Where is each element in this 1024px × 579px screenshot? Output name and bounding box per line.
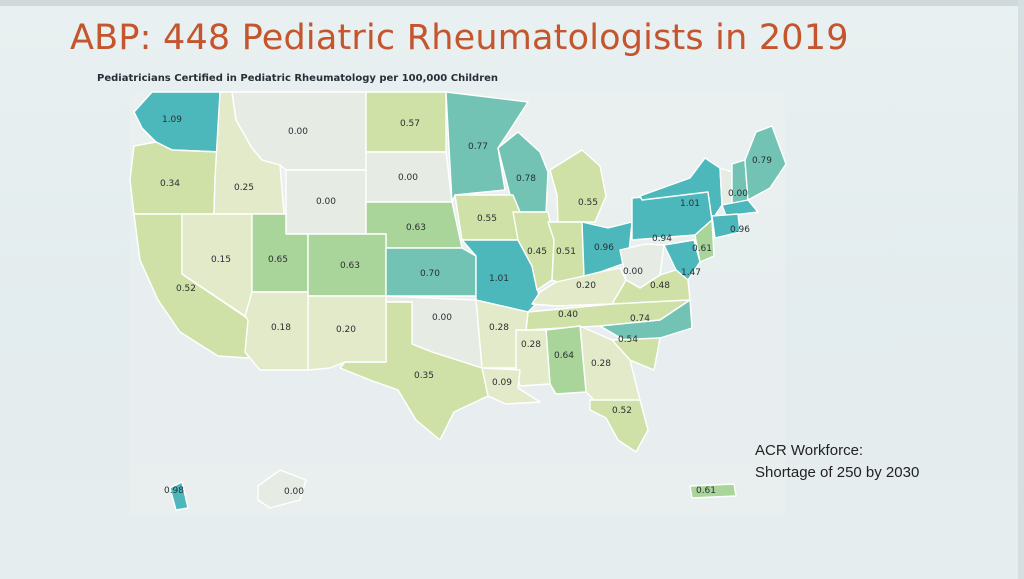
workforce-note-line1: ACR Workforce:: [755, 442, 864, 459]
state-il: [512, 211, 555, 291]
state-nj: [694, 219, 715, 263]
state-value-co: 0.63: [340, 261, 360, 271]
state-value-me: 0.79: [752, 156, 772, 166]
state-ak: [257, 469, 307, 509]
slide-title: ABP: 448 Pediatric Rheumatologists in 20…: [70, 18, 849, 58]
state-value-ca: 0.52: [176, 284, 196, 294]
state-fl: [589, 399, 649, 453]
state-value-pr: 0.61: [696, 486, 716, 496]
state-pr: [689, 483, 737, 499]
state-value-mt: 0.00: [288, 127, 308, 137]
state-value-ma: 0.96: [730, 225, 750, 235]
state-value-sd: 0.00: [398, 173, 418, 183]
slide-top-edge: [0, 0, 1024, 6]
state-value-ky: 0.20: [576, 281, 596, 291]
state-value-ar: 0.28: [489, 323, 509, 333]
state-value-mo: 1.01: [489, 274, 509, 284]
state-value-md: 1.47: [681, 268, 701, 278]
state-vt: [719, 167, 733, 206]
state-mn: [445, 91, 529, 203]
state-tx: [339, 301, 489, 441]
state-az: [244, 291, 309, 371]
state-ms: [515, 329, 551, 387]
state-value-wv: 0.00: [623, 267, 643, 277]
state-value-id: 0.25: [234, 183, 254, 193]
state-value-az: 0.18: [271, 323, 291, 333]
state-value-ak: 0.00: [284, 487, 304, 497]
state-value-tx: 0.35: [414, 371, 434, 381]
state-value-mi: 0.55: [578, 198, 598, 208]
state-ky: [531, 267, 627, 307]
state-mi: [549, 149, 607, 223]
state-value-nv: 0.15: [211, 255, 231, 265]
state-value-sc: 0.54: [618, 335, 638, 345]
state-value-il: 0.45: [527, 247, 547, 257]
state-value-ks: 0.70: [420, 269, 440, 279]
map-subtitle: Pediatricians Certified in Pediatric Rhe…: [97, 73, 499, 84]
workforce-note: ACR Workforce: Shortage of 250 by 2030: [755, 440, 919, 484]
state-value-vt: 0.00: [728, 189, 748, 199]
state-value-va: 0.48: [650, 281, 670, 291]
state-value-ga: 0.28: [591, 359, 611, 369]
state-or: [129, 141, 221, 215]
state-value-wy: 0.00: [316, 197, 336, 207]
state-ma: [721, 199, 759, 217]
state-value-pa: 0.94: [652, 234, 672, 244]
state-value-nd: 0.57: [400, 119, 420, 129]
state-value-fl: 0.52: [612, 406, 632, 416]
state-value-or: 0.34: [160, 179, 180, 189]
state-md: [663, 239, 701, 281]
state-hi: [169, 481, 189, 511]
state-value-nc: 0.74: [630, 314, 650, 324]
state-ct: [711, 213, 741, 239]
state-value-ok: 0.00: [432, 313, 452, 323]
state-value-al: 0.64: [554, 351, 574, 361]
state-value-nm: 0.20: [336, 325, 356, 335]
state-value-ms: 0.28: [521, 340, 541, 350]
state-value-mn: 0.77: [468, 142, 488, 152]
state-value-hi: 0.98: [164, 486, 184, 496]
workforce-note-line2: Shortage of 250 by 2030: [755, 464, 920, 481]
state-value-wa: 1.09: [162, 115, 182, 125]
state-value-la: 0.09: [492, 378, 512, 388]
state-value-ut: 0.65: [268, 255, 288, 265]
state-value-ny: 1.01: [680, 199, 700, 209]
state-value-tn: 0.40: [558, 310, 578, 320]
state-value-ia: 0.55: [477, 214, 497, 224]
state-value-oh: 0.96: [594, 243, 614, 253]
state-value-in: 0.51: [556, 247, 576, 257]
slide-right-edge: [1018, 0, 1024, 579]
state-value-wi: 0.78: [516, 174, 536, 184]
state-value-ne: 0.63: [406, 223, 426, 233]
state-value-nj: 0.61: [692, 244, 712, 254]
